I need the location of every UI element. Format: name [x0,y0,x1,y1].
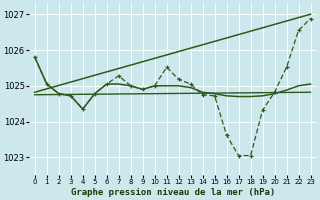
X-axis label: Graphe pression niveau de la mer (hPa): Graphe pression niveau de la mer (hPa) [70,188,275,197]
